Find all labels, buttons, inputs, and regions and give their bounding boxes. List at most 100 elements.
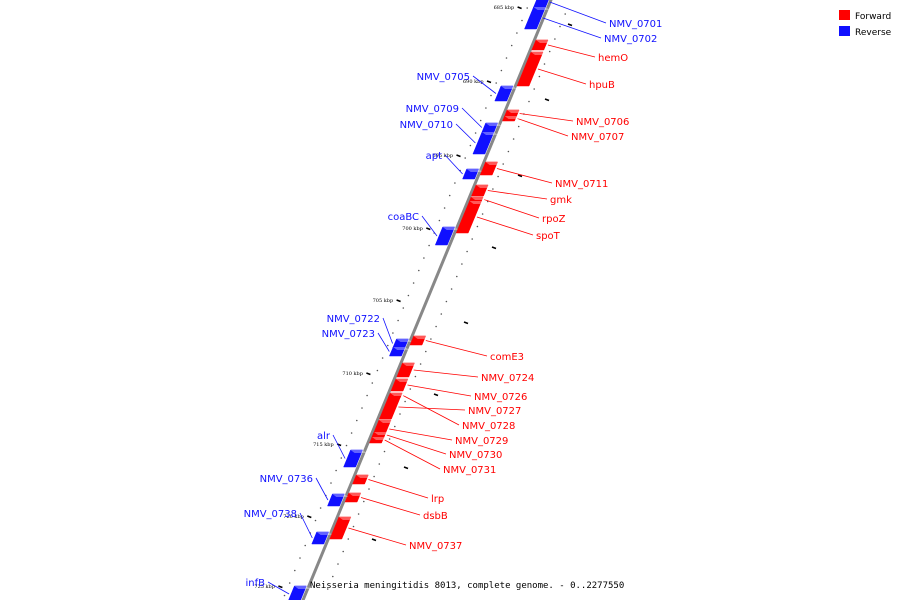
gene-block-infB[interactable] (288, 585, 311, 600)
gene-block-NMV_0723[interactable] (389, 346, 410, 357)
gene-block-NMV_0736[interactable] (327, 493, 349, 507)
spacer-dot (469, 144, 472, 147)
gene-label-NMV_0722[interactable]: NMV_0722 (327, 314, 380, 325)
genome-caption: Neisseria meningitidis 8013, complete ge… (310, 581, 624, 591)
leader-line (413, 369, 479, 378)
gene-block-NMV_0730[interactable] (371, 431, 390, 439)
gene-label-NMV_0710[interactable]: NMV_0710 (400, 120, 453, 131)
gene-label-NMV_0728[interactable]: NMV_0728 (462, 421, 515, 432)
gene-block-lrp[interactable] (352, 474, 373, 485)
gene-block-NMV_0707[interactable] (502, 115, 521, 122)
spacer-dot (559, 25, 561, 28)
gene-label-NMV_0706[interactable]: NMV_0706 (576, 117, 629, 128)
spacer-dot (409, 388, 412, 390)
gene-block-apt[interactable] (462, 168, 483, 180)
gene-block-alr[interactable] (343, 449, 367, 468)
spacer-dot (376, 369, 379, 372)
leader-line (402, 395, 460, 426)
gene-label-NMV_0701[interactable]: NMV_0701 (609, 19, 662, 30)
spacer-dot (466, 250, 468, 253)
gene-label-lrp[interactable]: lrp (431, 494, 444, 505)
spacer-dot (461, 263, 463, 265)
gene-label-spoT[interactable]: spoT (536, 231, 561, 242)
gene-block-NMV_0705[interactable] (494, 85, 517, 102)
gene-label-comE3[interactable]: comE3 (490, 352, 524, 363)
spacer-dot (481, 213, 484, 215)
gene-block-NMV_0711[interactable] (479, 161, 502, 176)
gene-label-NMV_0723[interactable]: NMV_0723 (322, 329, 375, 340)
gene-label-NMV_0711[interactable]: NMV_0711 (555, 179, 608, 190)
spacer-dot (352, 525, 355, 528)
spacer-dot (564, 13, 566, 15)
gene-label-rpoZ[interactable]: rpoZ (542, 214, 566, 225)
spacer-dot (516, 32, 518, 34)
spacer-dot (363, 500, 365, 503)
tick-label: 685 kbp (494, 5, 515, 11)
gene-block-NMV_0728[interactable] (387, 392, 407, 399)
gene-block-NMV_0709[interactable] (481, 122, 502, 133)
spacer-dot (373, 475, 375, 478)
tick-mark (567, 23, 573, 27)
spacer-dot (414, 375, 417, 378)
gene-label-NMV_0738[interactable]: NMV_0738 (244, 509, 297, 520)
gene-label-hpuB[interactable]: hpuB (589, 80, 615, 91)
gene-label-alr[interactable]: alr (317, 431, 331, 442)
gene-label-NMV_0730[interactable]: NMV_0730 (449, 450, 502, 461)
gene-block-NMV_0710[interactable] (472, 131, 498, 155)
tick-mark (403, 466, 409, 470)
tick-mark (371, 538, 377, 542)
spacer-dot (548, 50, 551, 53)
gene-block-coaBC[interactable] (434, 226, 459, 246)
spacer-dot (505, 57, 508, 59)
gene-label-NMV_0702[interactable]: NMV_0702 (604, 34, 657, 45)
gene-block-NMV_0702[interactable] (524, 6, 550, 30)
gene-label-gmk[interactable]: gmk (550, 195, 572, 206)
spacer-dot (456, 275, 458, 278)
leader-lines (267, 1, 607, 595)
spacer-dot (350, 432, 353, 434)
gene-block-spoT[interactable] (455, 200, 486, 234)
tick-mark (491, 246, 497, 250)
gene-label-NMV_0727[interactable]: NMV_0727 (468, 406, 521, 417)
gene-label-coaBC[interactable]: coaBC (388, 212, 419, 223)
gene-block-hemO[interactable] (531, 39, 552, 51)
leader-line (549, 1, 607, 24)
gene-block-gmk[interactable] (471, 184, 493, 197)
gene-label-NMV_0724[interactable]: NMV_0724 (481, 373, 534, 384)
spacer-dot (335, 469, 337, 472)
gene-block-dsbB[interactable] (344, 492, 365, 503)
gene-label-NMV_0726[interactable]: NMV_0726 (474, 392, 527, 403)
gene-block-comE3[interactable] (409, 335, 430, 346)
gene-block-NMV_0737[interactable] (329, 516, 355, 540)
spacer-dot (368, 488, 370, 490)
spacer-dot (326, 588, 329, 590)
gene-label-NMV_0736[interactable]: NMV_0736 (260, 474, 313, 485)
gene-block-NMV_0731[interactable] (369, 436, 389, 444)
gene-label-NMV_0737[interactable]: NMV_0737 (409, 541, 462, 552)
spacer-dot (399, 413, 401, 415)
spacer-dot (510, 44, 513, 47)
tick-label: 700 kbp (402, 226, 423, 232)
gene-label-apt[interactable]: apt (426, 151, 442, 162)
gene-label-NMV_0705[interactable]: NMV_0705 (417, 72, 470, 83)
tick-mark (544, 98, 550, 102)
gene-block-NMV_0726[interactable] (390, 378, 412, 392)
gene-label-NMV_0729[interactable]: NMV_0729 (455, 436, 508, 447)
gene-label-infB[interactable]: infB (246, 578, 266, 589)
gene-block-NMV_0724[interactable] (396, 362, 419, 378)
gene-block-NMV_0738[interactable] (311, 531, 333, 545)
genome-axis (301, 0, 553, 600)
gene-label-NMV_0707[interactable]: NMV_0707 (571, 132, 624, 143)
spacer-dot (490, 94, 492, 97)
legend-reverse-swatch (839, 26, 850, 36)
spacer-dot (419, 363, 422, 365)
spacer-dot (428, 244, 430, 247)
gene-label-NMV_0709[interactable]: NMV_0709 (406, 104, 459, 115)
gene-block-hpuB[interactable] (516, 51, 547, 87)
leader-line (425, 340, 488, 357)
leader-line (483, 199, 540, 219)
spacer-dot (512, 138, 515, 140)
gene-label-hemO[interactable]: hemO (598, 53, 628, 64)
gene-label-NMV_0731[interactable]: NMV_0731 (443, 465, 496, 476)
gene-label-dsbB[interactable]: dsbB (423, 511, 448, 522)
